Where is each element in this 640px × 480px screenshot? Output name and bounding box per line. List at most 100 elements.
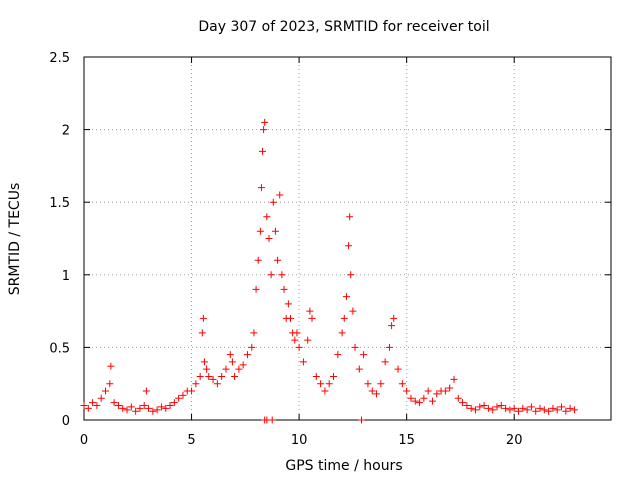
data-point — [89, 399, 97, 407]
data-point — [377, 380, 385, 388]
data-point — [142, 387, 150, 395]
data-point — [228, 358, 236, 366]
data-point — [200, 358, 208, 366]
grid — [84, 57, 611, 420]
x-tick-label: 10 — [291, 433, 308, 448]
data-point — [347, 271, 355, 279]
data-point — [355, 365, 363, 373]
data-point — [424, 387, 432, 395]
data-point — [306, 307, 314, 315]
data-point — [562, 407, 570, 415]
data-point — [162, 404, 170, 412]
x-axis-title: GPS time / hours — [285, 458, 402, 474]
data-point — [489, 406, 497, 414]
data-point — [346, 213, 354, 221]
data-point — [274, 256, 282, 264]
data-point — [325, 380, 333, 388]
data-point — [480, 401, 488, 409]
y-tick-label: 2 — [62, 124, 70, 139]
data-point — [140, 401, 148, 409]
data-point — [484, 404, 492, 412]
data-point — [467, 404, 475, 412]
data-point — [268, 416, 276, 424]
data-point — [390, 314, 398, 322]
data-point — [199, 314, 207, 322]
data-point — [231, 372, 239, 380]
data-point — [420, 394, 428, 402]
data-point — [510, 404, 518, 412]
data-point — [558, 403, 566, 411]
data-point — [286, 314, 294, 322]
data-point — [299, 358, 307, 366]
data-point — [243, 351, 251, 359]
data-point — [364, 380, 372, 388]
data-point — [263, 213, 271, 221]
data-point — [213, 380, 221, 388]
data-point — [188, 387, 196, 395]
data-point — [84, 404, 92, 412]
data-point — [385, 343, 393, 351]
data-point — [321, 387, 329, 395]
data-point — [166, 401, 174, 409]
data-point — [235, 365, 243, 373]
data-point — [260, 126, 268, 134]
data-point — [519, 404, 527, 412]
x-tick-label: 0 — [80, 433, 88, 448]
data-point — [338, 329, 346, 337]
data-point — [209, 375, 217, 383]
data-point — [192, 380, 200, 388]
data-point — [536, 404, 544, 412]
data-point — [179, 391, 187, 399]
data-point — [357, 416, 365, 424]
data-point — [446, 384, 454, 392]
data-point — [553, 406, 561, 414]
data-point — [267, 271, 275, 279]
y-tick-label: 0.5 — [49, 341, 70, 356]
data-point — [257, 184, 265, 192]
data-point — [342, 293, 350, 301]
data-point — [157, 403, 165, 411]
data-point — [149, 407, 157, 415]
data-point — [540, 406, 548, 414]
data-point — [566, 404, 574, 412]
data-point — [203, 365, 211, 373]
data-point — [102, 387, 110, 395]
data-point — [136, 404, 144, 412]
data-point — [123, 406, 131, 414]
x-tick-label: 5 — [187, 433, 195, 448]
data-point — [132, 407, 140, 415]
data-point — [252, 285, 260, 293]
x-tick-labels: 0 5 10 15 20 — [80, 433, 523, 448]
y-tick-label: 0 — [62, 414, 70, 429]
data-point — [278, 271, 286, 279]
data-point — [450, 375, 458, 383]
data-point — [114, 401, 122, 409]
data-point — [411, 397, 419, 405]
y-axis-title: SRMTID / TECUs — [7, 183, 23, 296]
plot-frame — [83, 56, 612, 421]
data-point — [441, 387, 449, 395]
data-point — [340, 314, 348, 322]
data-point — [351, 343, 359, 351]
data-point — [239, 361, 247, 369]
data-point — [259, 147, 267, 155]
data-point — [373, 390, 381, 398]
data-point — [433, 390, 441, 398]
x-tick-label: 20 — [506, 433, 523, 448]
data-point — [271, 227, 279, 235]
data-point — [398, 380, 406, 388]
data-point — [107, 362, 115, 370]
data-point — [170, 399, 178, 407]
data-point — [416, 399, 424, 407]
data-point — [454, 394, 462, 402]
data-point — [293, 329, 301, 337]
data-point — [527, 403, 535, 411]
data-point — [515, 407, 523, 415]
y-tick-label: 1 — [62, 269, 70, 284]
data-point — [549, 404, 557, 412]
data-point — [394, 365, 402, 373]
data-point — [545, 407, 553, 415]
data-point — [254, 256, 262, 264]
x-tick-label: 15 — [398, 433, 415, 448]
